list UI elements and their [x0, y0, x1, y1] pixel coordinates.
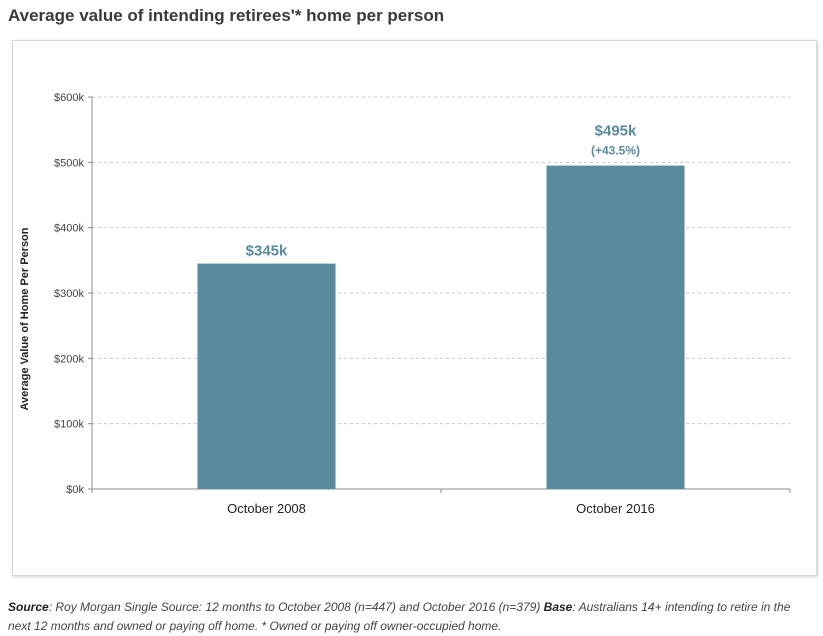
y-tick-label: $600k: [54, 92, 84, 104]
page-title: Average value of intending retirees'* ho…: [8, 6, 445, 25]
source-label: Source: [8, 600, 49, 614]
y-tick-label: $0k: [66, 484, 84, 496]
y-tick-label: $100k: [54, 419, 84, 431]
bar-chart: $0k $100k $200k $300k $400k $500k $600k Average…: [19, 92, 791, 516]
y-tick-label: $500k: [54, 157, 84, 169]
y-tick-label: $300k: [54, 288, 84, 300]
base-text: : Australians 14+ intending to retire in…: [8, 600, 791, 633]
bar: [546, 165, 685, 489]
x-tick-label: October 2008: [227, 501, 306, 516]
y-axis-label: Average Value of Home Per Person: [19, 227, 31, 410]
bar: [197, 263, 336, 489]
source-text: : Roy Morgan Single Source: 12 months to…: [48, 600, 544, 614]
source-footnote: Source: Roy Morgan Single Source: 12 mon…: [8, 598, 816, 636]
y-tick-label: $400k: [54, 223, 84, 235]
data-sublabel: (+43.5%): [591, 144, 640, 158]
data-label: $345k: [246, 243, 288, 260]
y-tick-label: $200k: [54, 353, 84, 365]
x-tick-label: October 2016: [576, 501, 655, 516]
base-label: Base: [543, 600, 573, 614]
data-label: $495k: [595, 123, 637, 140]
